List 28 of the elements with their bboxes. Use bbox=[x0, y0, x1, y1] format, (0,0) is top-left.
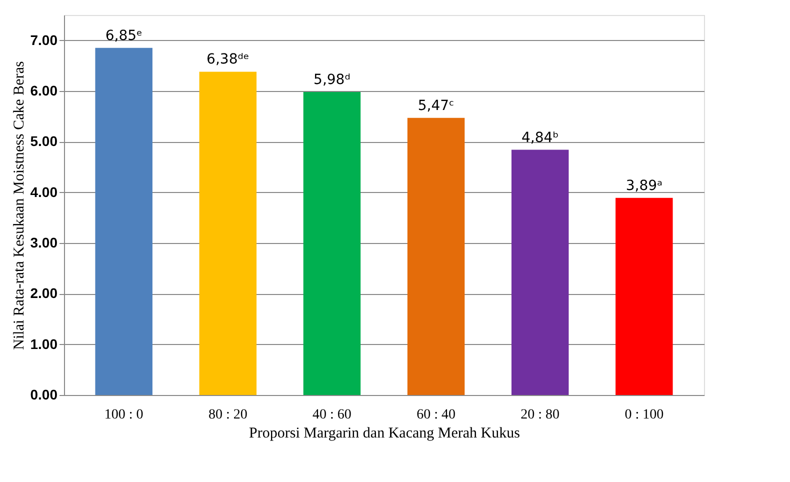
y-tick-label: 5.00 bbox=[30, 133, 58, 150]
y-tick-label: 7.00 bbox=[30, 32, 58, 48]
bar bbox=[199, 72, 257, 395]
y-tick-label: 3.00 bbox=[30, 234, 58, 250]
x-tick-label: 40 : 60 bbox=[312, 408, 352, 422]
data-label: 6,85ᵉ bbox=[105, 28, 142, 44]
bar bbox=[511, 150, 569, 395]
data-label: 5,47ᶜ bbox=[418, 98, 454, 114]
data-label: 5,98ᵈ bbox=[314, 72, 350, 88]
x-tick-label: 0 : 100 bbox=[624, 408, 664, 422]
x-tick-label: 80 : 20 bbox=[208, 408, 248, 422]
y-tick-label: 0.00 bbox=[30, 386, 58, 402]
x-tick-label: 60 : 40 bbox=[416, 408, 456, 422]
x-axis-title: Proporsi Margarin dan Kacang Merah Kukus bbox=[249, 426, 520, 442]
y-axis-title: Nilai Rata-rata Kesukaan Moistness Cake Beras bbox=[11, 61, 28, 350]
data-label: 6,38ᵈᵉ bbox=[206, 52, 250, 68]
data-label: 3,89ᵃ bbox=[626, 178, 662, 194]
x-tick-label: 100 : 0 bbox=[104, 408, 144, 422]
y-tick-label: 1.00 bbox=[30, 336, 58, 352]
y-tick-label: 2.00 bbox=[30, 285, 58, 302]
data-label: 4,84ᵇ bbox=[522, 130, 559, 146]
bar bbox=[95, 48, 152, 395]
y-tick-label: 6.00 bbox=[30, 82, 58, 98]
y-tick-label: 4.00 bbox=[30, 184, 58, 200]
bar bbox=[303, 92, 361, 395]
bar bbox=[407, 118, 465, 395]
bar bbox=[616, 198, 673, 395]
x-tick-label: 20 : 80 bbox=[520, 408, 560, 422]
